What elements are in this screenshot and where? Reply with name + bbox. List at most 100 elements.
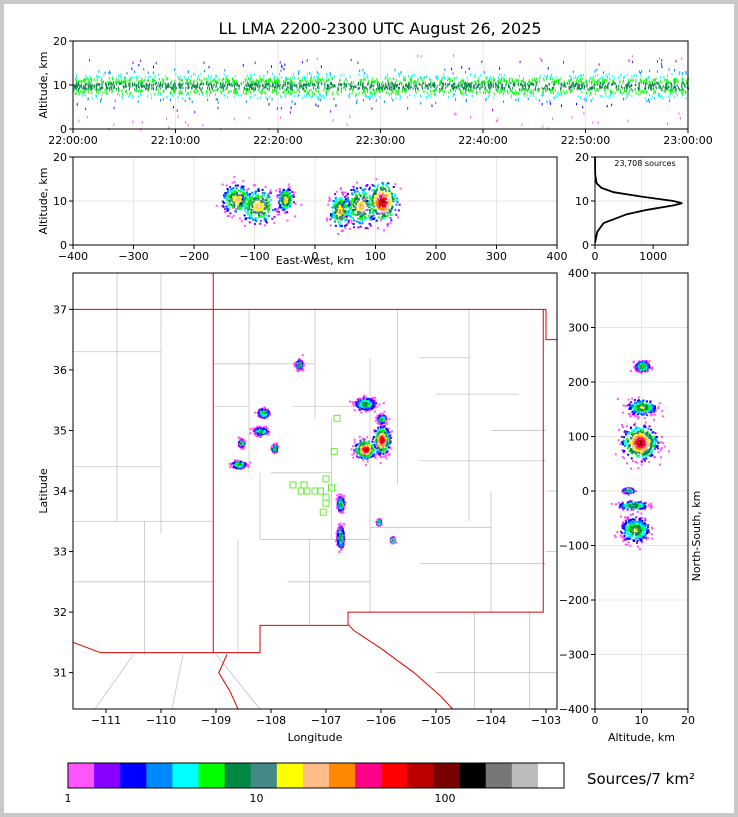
east-west-xtick-label: −200 [179,250,209,263]
source-mark [254,218,257,221]
source-mark [215,74,217,77]
source-mark [390,88,392,91]
source-mark [203,61,205,64]
source-mark [216,98,218,101]
source-mark [386,201,389,204]
source-mark [253,94,255,97]
source-mark [181,84,183,88]
source-mark [360,411,363,414]
source-mark [633,73,635,77]
source-mark [246,204,249,207]
source-mark [382,187,385,190]
source-mark [502,93,504,96]
source-mark [649,83,651,86]
source-mark [631,79,633,83]
source-mark [338,221,341,224]
source-mark [666,80,668,84]
source-mark [382,192,385,195]
source-mark [246,193,249,196]
source-mark [386,223,389,226]
source-mark [551,81,553,84]
source-mark [601,85,603,89]
source-mark [242,180,245,183]
source-mark [148,75,150,79]
source-mark [375,435,378,438]
source-mark [578,87,580,90]
source-mark [625,97,627,100]
source-mark [260,92,262,96]
source-mark [131,96,133,100]
source-mark [227,208,230,211]
source-mark [273,86,275,89]
source-mark [478,81,480,84]
source-mark [635,78,637,82]
source-mark [241,186,244,189]
source-mark [358,452,361,455]
source-mark [381,188,384,191]
source-mark [274,85,276,88]
source-mark [591,87,593,90]
source-mark [267,194,270,197]
source-mark [261,216,264,219]
source-mark [251,86,253,89]
source-mark [364,396,367,399]
source-mark [568,82,570,85]
source-mark [451,79,453,83]
source-mark [415,91,417,94]
source-mark [343,73,345,77]
source-mark [353,451,356,454]
source-mark [271,97,273,101]
source-mark [661,65,663,69]
source-mark [252,80,254,83]
source-mark [480,86,482,89]
source-mark [372,435,375,438]
source-mark [276,196,279,199]
source-mark [259,84,261,88]
source-mark [664,85,666,89]
source-mark [655,77,657,80]
source-mark [477,79,479,83]
source-mark [208,76,210,79]
source-mark [314,83,316,86]
source-mark [345,194,348,197]
source-mark [604,84,606,88]
source-mark [174,87,176,91]
source-mark [500,74,502,77]
source-mark [365,95,367,98]
source-mark [326,79,328,83]
source-mark [246,188,249,191]
source-mark [509,88,511,91]
source-mark [256,204,259,207]
source-mark [111,89,113,93]
source-mark [306,94,308,98]
source-mark [640,90,642,93]
source-mark [114,85,116,88]
source-mark [207,83,209,87]
source-mark [487,91,489,94]
source-mark [454,89,456,93]
source-mark [215,93,217,96]
source-mark [373,89,375,92]
source-mark [458,82,460,85]
source-mark [363,394,366,397]
source-mark [247,203,250,206]
source-mark [117,80,119,84]
source-mark [367,90,369,94]
source-mark [267,214,270,217]
source-mark [682,71,684,75]
source-mark [238,84,240,88]
source-mark [160,93,162,96]
source-mark [469,88,471,92]
source-mark [376,204,379,207]
source-mark [661,81,663,84]
source-mark [173,88,175,92]
source-mark [194,110,196,114]
source-mark [158,77,160,81]
source-mark [243,202,246,205]
source-mark [638,92,640,96]
source-mark [655,87,657,90]
source-mark [514,82,516,85]
source-mark [407,75,409,78]
source-mark [96,78,98,82]
source-mark [296,84,298,87]
